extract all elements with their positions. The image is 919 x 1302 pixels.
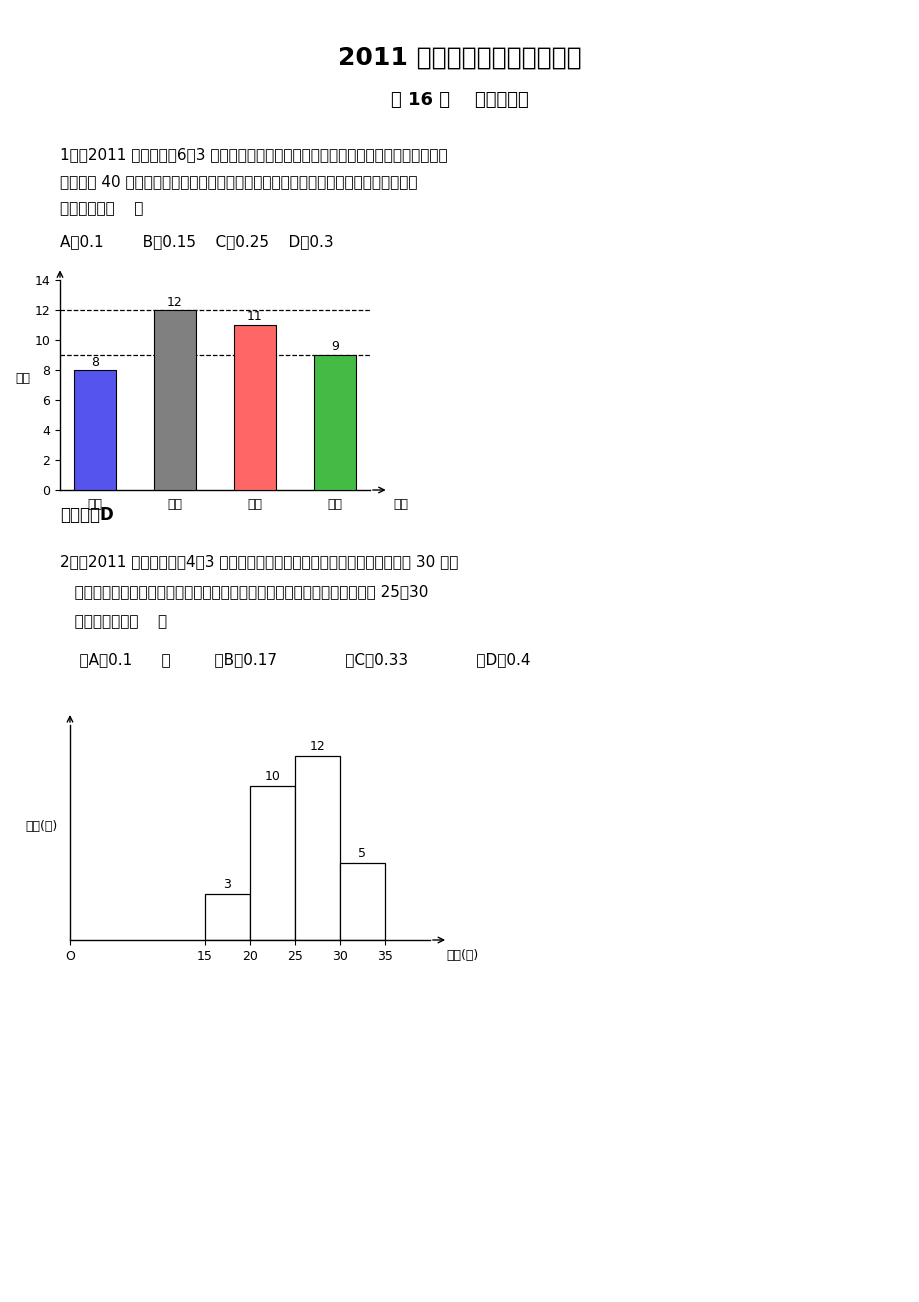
Bar xyxy=(250,786,295,940)
Text: 机调查了 40 名学生，将结果绘制成了如图所示的频数分布直方图，则参加绘画兴趣小: 机调查了 40 名学生，将结果绘制成了如图所示的频数分布直方图，则参加绘画兴趣小 xyxy=(60,174,417,190)
Bar xyxy=(295,755,340,940)
Bar xyxy=(205,894,250,940)
Text: 2011 年全国中考数学真题汇编: 2011 年全国中考数学真题汇编 xyxy=(338,46,581,70)
Text: 5: 5 xyxy=(358,848,366,861)
Text: 组别: 组别 xyxy=(393,499,408,512)
Text: 10: 10 xyxy=(265,771,280,784)
Text: （A）0.1      ．         （B）0.17              （C）0.33              （D）0.4: （A）0.1 ． （B）0.17 （C）0.33 （D）0.4 xyxy=(60,652,530,668)
Text: 生测试一分钟仰卧起坐次数，并绘制了如图的直方图，学生仰卧起坐次数在 25～30: 生测试一分钟仰卧起坐次数，并绘制了如图的直方图，学生仰卧起坐次数在 25～30 xyxy=(60,585,428,599)
Text: 组的频率是（    ）: 组的频率是（ ） xyxy=(60,202,143,216)
Y-axis label: 人数: 人数 xyxy=(16,372,30,385)
Bar xyxy=(314,355,356,490)
Text: 【答案】D: 【答案】D xyxy=(60,506,114,523)
Text: 9: 9 xyxy=(331,341,339,354)
Text: A．0.1        B．0.15    C．0.25    D．0.3: A．0.1 B．0.15 C．0.25 D．0.3 xyxy=(60,234,334,250)
Text: 3: 3 xyxy=(223,878,232,891)
Text: 之间的频率为（    ）: 之间的频率为（ ） xyxy=(60,615,167,629)
Bar xyxy=(154,310,196,490)
Y-axis label: 人数(人): 人数(人) xyxy=(25,819,57,832)
Bar xyxy=(74,370,116,490)
Text: 次数(次): 次数(次) xyxy=(446,949,478,962)
Text: 11: 11 xyxy=(247,310,263,323)
Bar xyxy=(340,863,384,940)
Text: 1．（2011 浙江金华，6，3 分）学校为了解七年级学生参加课外兴趣小组活动情况，随: 1．（2011 浙江金华，6，3 分）学校为了解七年级学生参加课外兴趣小组活动情… xyxy=(60,147,448,163)
Text: 第 16 章    频数与频率: 第 16 章 频数与频率 xyxy=(391,91,528,109)
Text: 8: 8 xyxy=(91,355,99,368)
Text: 2．（2011 四川南充市，4，3 分）某学校为了了解九年级体能情况，随机选取 30 名学: 2．（2011 四川南充市，4，3 分）某学校为了了解九年级体能情况，随机选取 … xyxy=(60,555,458,569)
Text: 12: 12 xyxy=(167,296,183,309)
Text: 12: 12 xyxy=(310,740,325,753)
Bar xyxy=(234,326,276,490)
